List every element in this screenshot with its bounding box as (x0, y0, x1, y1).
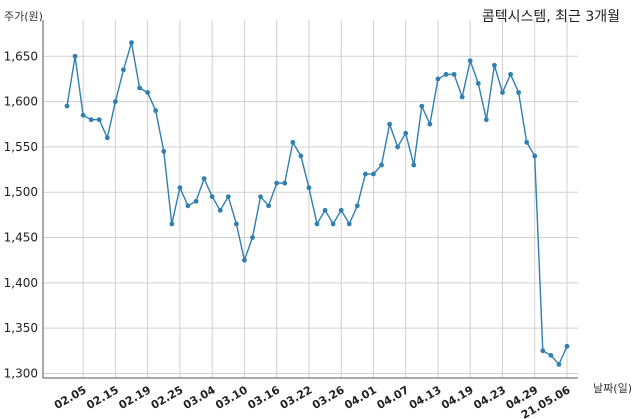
data-point (419, 103, 425, 109)
data-point (411, 162, 417, 168)
y-tick-label: 1,300 (4, 366, 38, 380)
data-point (250, 235, 255, 240)
x-tick-label: 03.04 (181, 383, 218, 412)
data-point (354, 203, 360, 209)
y-tick-label: 1,400 (4, 276, 38, 290)
x-tick-label: 02.19 (117, 383, 154, 412)
x-tick-label: 02.05 (52, 383, 89, 412)
data-point (290, 139, 296, 145)
data-point (80, 112, 86, 118)
data-point (185, 203, 191, 209)
data-point (330, 221, 336, 227)
data-point (483, 117, 489, 123)
data-point (524, 139, 530, 145)
data-point (403, 130, 409, 136)
x-tick-label: 02.15 (84, 383, 121, 412)
x-tick-label: 04.13 (407, 383, 444, 412)
data-point (322, 207, 328, 213)
data-point (459, 94, 465, 100)
data-point (258, 194, 263, 200)
data-point (395, 144, 401, 150)
data-point (209, 194, 215, 200)
data-point (516, 90, 522, 95)
data-point (427, 121, 433, 127)
x-tick-label: 03.10 (213, 383, 250, 412)
data-point (314, 221, 320, 227)
data-point (266, 203, 272, 209)
data-point (169, 221, 175, 227)
data-point (371, 171, 376, 177)
data-point (193, 198, 199, 204)
chart-title: 콤텍시스템, 최근 3개월 (481, 9, 620, 25)
data-point (137, 85, 142, 91)
data-point (177, 185, 183, 191)
y-tick-label: 1,550 (4, 140, 38, 154)
data-point (153, 108, 159, 114)
data-point (443, 71, 449, 77)
y-axis-label: 주가(원) (4, 10, 43, 23)
x-axis-label: 날짜(일) (593, 382, 632, 395)
data-point (556, 362, 562, 367)
data-point (201, 176, 207, 182)
data-point (88, 117, 94, 123)
data-point (379, 162, 384, 168)
data-point (500, 90, 505, 95)
data-point (387, 121, 392, 127)
data-point (112, 99, 118, 104)
data-point (64, 103, 70, 109)
data-point (145, 90, 151, 95)
data-point (362, 171, 368, 177)
data-point (298, 153, 304, 159)
price-line (66, 42, 568, 366)
x-tick-label: 04.23 (471, 383, 508, 412)
x-tick-label: 03.26 (310, 383, 347, 412)
data-point (564, 343, 570, 349)
data-point (233, 221, 239, 227)
y-tick-label: 1,600 (4, 95, 38, 109)
x-tick-label: 03.22 (278, 383, 315, 412)
data-point (282, 180, 288, 186)
data-point (225, 194, 231, 200)
y-tick-label: 1,650 (4, 49, 38, 63)
data-point (475, 81, 481, 86)
x-tick-labels: 02.0502.1502.1902.2503.0403.1003.1603.22… (52, 383, 573, 419)
x-tick-label: 02.25 (149, 383, 186, 412)
data-point (274, 180, 280, 186)
y-tick-labels: 1,300 1,350 1,400 1,450 1,500 1,550 1,600 1,650 (4, 49, 38, 380)
data-point (508, 71, 513, 77)
data-point (338, 207, 344, 213)
data-point (540, 348, 546, 354)
x-tick-label: 04.07 (375, 383, 412, 412)
data-point (451, 71, 457, 77)
x-tick-label: 04.19 (439, 383, 476, 412)
y-tick-label: 1,350 (4, 321, 38, 335)
data-point (217, 207, 223, 213)
data-point (346, 221, 352, 227)
data-point (548, 352, 554, 358)
data-point (72, 53, 78, 59)
y-tick-label: 1,450 (4, 231, 38, 245)
data-point (242, 257, 247, 263)
data-point (532, 153, 538, 159)
data-point (121, 67, 126, 73)
axes (42, 20, 578, 379)
data-point (306, 185, 312, 191)
x-tick-label: 03.16 (246, 383, 283, 412)
data-point (492, 62, 497, 68)
data-point (161, 149, 167, 154)
data-point (467, 58, 473, 64)
grid-lines (43, 20, 578, 378)
data-point (104, 135, 110, 141)
data-point (96, 117, 102, 123)
data-point (129, 40, 134, 46)
x-tick-label: 04.01 (342, 383, 379, 412)
price-series (64, 40, 570, 367)
data-point (435, 76, 441, 82)
y-tick-label: 1,500 (4, 185, 38, 199)
